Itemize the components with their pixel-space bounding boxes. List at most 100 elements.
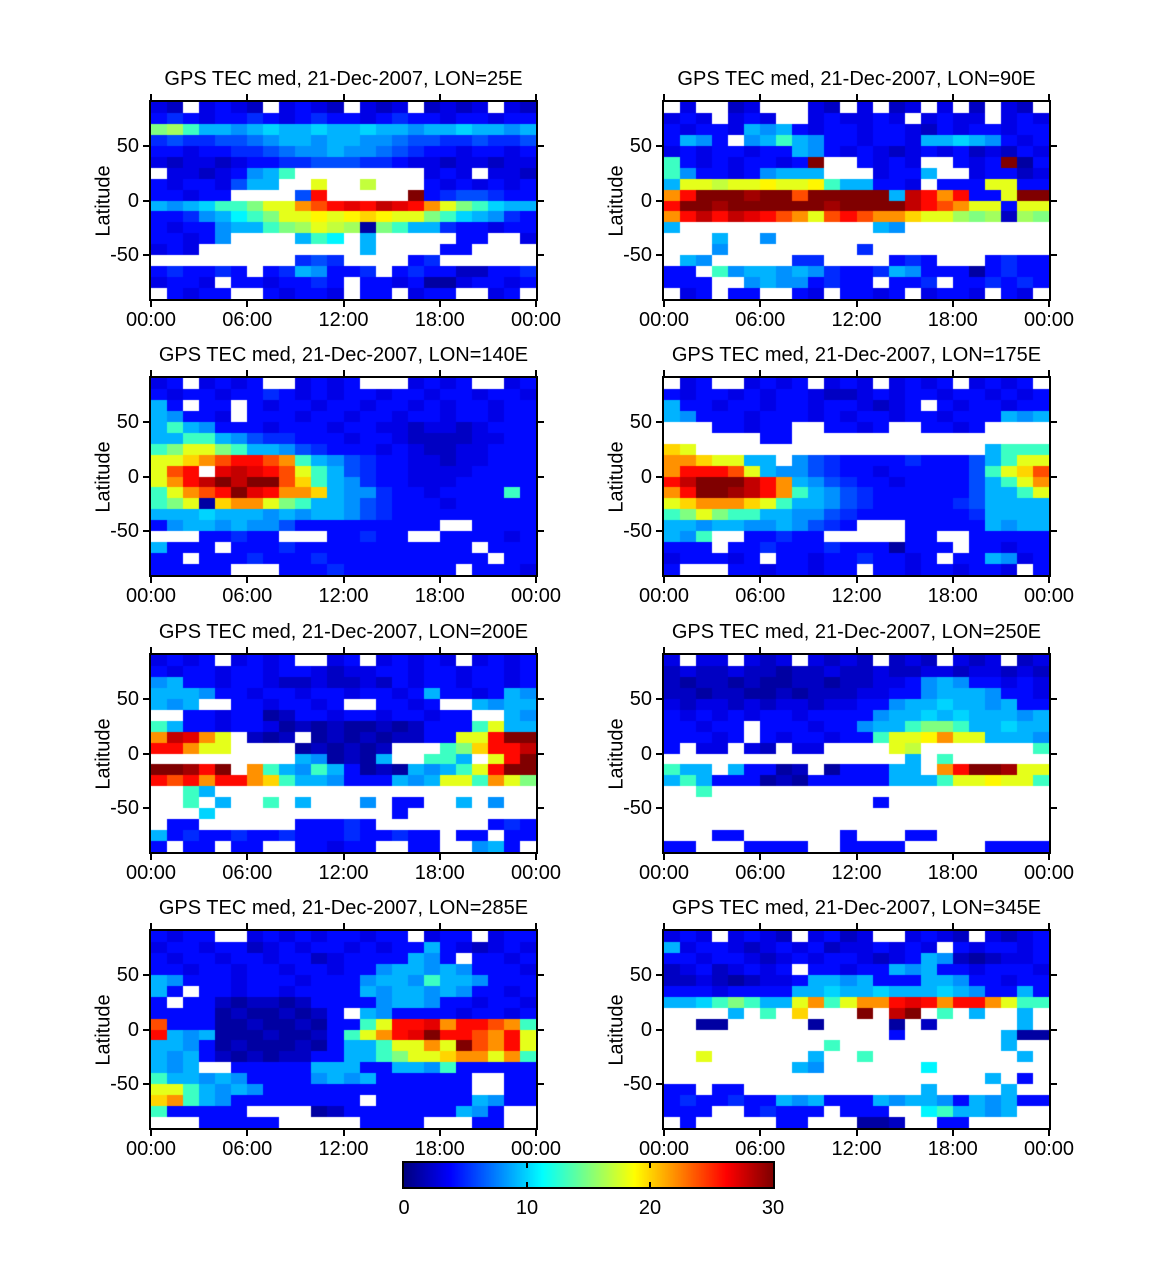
x-tick-mark bbox=[150, 1130, 152, 1136]
y-tick-label: 50 bbox=[116, 134, 139, 157]
heatmap-canvas bbox=[151, 655, 536, 852]
colorbar-tick-label: 0 bbox=[398, 1197, 410, 1219]
x-tick-label: 00:00 bbox=[510, 309, 562, 331]
y-tick-mark bbox=[538, 752, 544, 755]
x-tick-mark bbox=[438, 647, 441, 653]
y-tick-mark bbox=[538, 807, 544, 810]
heatmap-canvas bbox=[151, 931, 536, 1128]
x-tick-label: 00:00 bbox=[125, 1138, 177, 1160]
x-tick-mark bbox=[150, 94, 152, 100]
tec-panel-lon-250e: GPS TEC med, 21-Dec-2007, LON=250E Latit… bbox=[606, 621, 1075, 884]
y-tick-label: -50 bbox=[623, 797, 652, 820]
colorbar: 0 10 20 30 bbox=[398, 1161, 784, 1219]
y-tick-mark bbox=[143, 973, 149, 976]
x-tick-mark bbox=[1048, 854, 1050, 860]
y-tick-label: 0 bbox=[127, 742, 139, 765]
x-tick-label: 12:00 bbox=[318, 309, 369, 331]
y-tick-label: 0 bbox=[127, 1018, 139, 1041]
x-tick-mark bbox=[855, 577, 858, 583]
y-tick-mark bbox=[143, 144, 149, 147]
heatmap-canvas bbox=[151, 102, 536, 299]
x-tick-mark bbox=[535, 1130, 537, 1136]
y-tick-mark bbox=[1051, 973, 1057, 976]
x-tick-mark bbox=[438, 94, 441, 100]
y-tick-mark bbox=[1051, 807, 1057, 810]
y-tick-label: 0 bbox=[127, 465, 139, 488]
y-tick-mark bbox=[143, 530, 149, 533]
x-tick-mark bbox=[246, 94, 249, 100]
x-tick-mark bbox=[759, 854, 762, 860]
x-tick-mark bbox=[1048, 647, 1050, 653]
y-tick-label: 50 bbox=[116, 687, 139, 710]
x-tick-mark bbox=[535, 923, 537, 929]
x-tick-mark bbox=[246, 1130, 249, 1136]
x-tick-mark bbox=[759, 301, 762, 307]
x-tick-label: 12:00 bbox=[831, 309, 882, 331]
y-tick-label: -50 bbox=[110, 1073, 139, 1096]
x-tick-mark bbox=[535, 301, 537, 307]
x-tick-mark bbox=[342, 301, 345, 307]
y-tick-mark bbox=[656, 973, 662, 976]
colorbar-tick-label: 10 bbox=[515, 1197, 539, 1219]
x-tick-mark bbox=[663, 647, 665, 653]
x-tick-mark bbox=[951, 301, 954, 307]
x-tick-mark bbox=[342, 577, 345, 583]
x-tick-mark bbox=[246, 647, 249, 653]
tec-panel-lon-25e: GPS TEC med, 21-Dec-2007, LON=25E Latitu… bbox=[93, 68, 562, 331]
x-tick-label: 12:00 bbox=[318, 1138, 369, 1160]
x-tick-label: 06:00 bbox=[735, 585, 786, 607]
x-tick-label: 06:00 bbox=[735, 862, 786, 884]
x-tick-label: 18:00 bbox=[927, 862, 978, 884]
y-tick-label: -50 bbox=[110, 520, 139, 543]
y-tick-mark bbox=[656, 697, 662, 700]
x-tick-label: 00:00 bbox=[510, 585, 562, 607]
x-tick-mark bbox=[1048, 94, 1050, 100]
tec-panel-lon-285e: GPS TEC med, 21-Dec-2007, LON=285E Latit… bbox=[93, 897, 562, 1160]
x-tick-mark bbox=[855, 1130, 858, 1136]
x-tick-mark bbox=[535, 647, 537, 653]
x-tick-mark bbox=[855, 94, 858, 100]
x-tick-label: 00:00 bbox=[638, 1138, 690, 1160]
tec-panel-lon-175e: GPS TEC med, 21-Dec-2007, LON=175E Latit… bbox=[606, 344, 1075, 607]
x-tick-mark bbox=[438, 301, 441, 307]
y-tick-mark bbox=[1051, 1083, 1057, 1086]
x-tick-label: 00:00 bbox=[510, 862, 562, 884]
x-tick-mark bbox=[951, 577, 954, 583]
x-tick-label: 12:00 bbox=[831, 1138, 882, 1160]
panel-title: GPS TEC med, 21-Dec-2007, LON=200E bbox=[158, 621, 529, 643]
y-tick-mark bbox=[143, 199, 149, 202]
colorbar-gradient bbox=[404, 1163, 773, 1187]
x-tick-mark bbox=[342, 370, 345, 376]
x-tick-mark bbox=[855, 647, 858, 653]
y-tick-mark bbox=[143, 807, 149, 810]
y-tick-mark bbox=[538, 199, 544, 202]
y-tick-label: 50 bbox=[629, 410, 652, 433]
x-tick-mark bbox=[150, 923, 152, 929]
panel-title: GPS TEC med, 21-Dec-2007, LON=345E bbox=[671, 897, 1042, 919]
x-tick-mark bbox=[342, 854, 345, 860]
x-tick-label: 12:00 bbox=[831, 585, 882, 607]
y-tick-mark bbox=[1051, 475, 1057, 478]
panel-title: GPS TEC med, 21-Dec-2007, LON=175E bbox=[671, 344, 1042, 366]
y-tick-label: 50 bbox=[116, 410, 139, 433]
x-tick-mark bbox=[663, 923, 665, 929]
y-tick-mark bbox=[1051, 254, 1057, 257]
y-tick-mark bbox=[143, 697, 149, 700]
y-tick-mark bbox=[1051, 420, 1057, 423]
y-tick-mark bbox=[656, 1083, 662, 1086]
x-tick-label: 00:00 bbox=[638, 309, 690, 331]
x-tick-label: 12:00 bbox=[831, 862, 882, 884]
x-tick-label: 00:00 bbox=[638, 862, 690, 884]
x-tick-mark bbox=[246, 854, 249, 860]
panel-title: GPS TEC med, 21-Dec-2007, LON=140E bbox=[158, 344, 529, 366]
x-tick-label: 18:00 bbox=[414, 1138, 465, 1160]
panel-title: GPS TEC med, 21-Dec-2007, LON=90E bbox=[677, 68, 1036, 90]
x-tick-label: 18:00 bbox=[927, 1138, 978, 1160]
y-tick-mark bbox=[538, 973, 544, 976]
y-tick-label: 50 bbox=[116, 963, 139, 986]
x-tick-label: 00:00 bbox=[638, 585, 690, 607]
y-tick-label: 50 bbox=[629, 963, 652, 986]
x-tick-mark bbox=[438, 923, 441, 929]
y-tick-mark bbox=[143, 1028, 149, 1031]
